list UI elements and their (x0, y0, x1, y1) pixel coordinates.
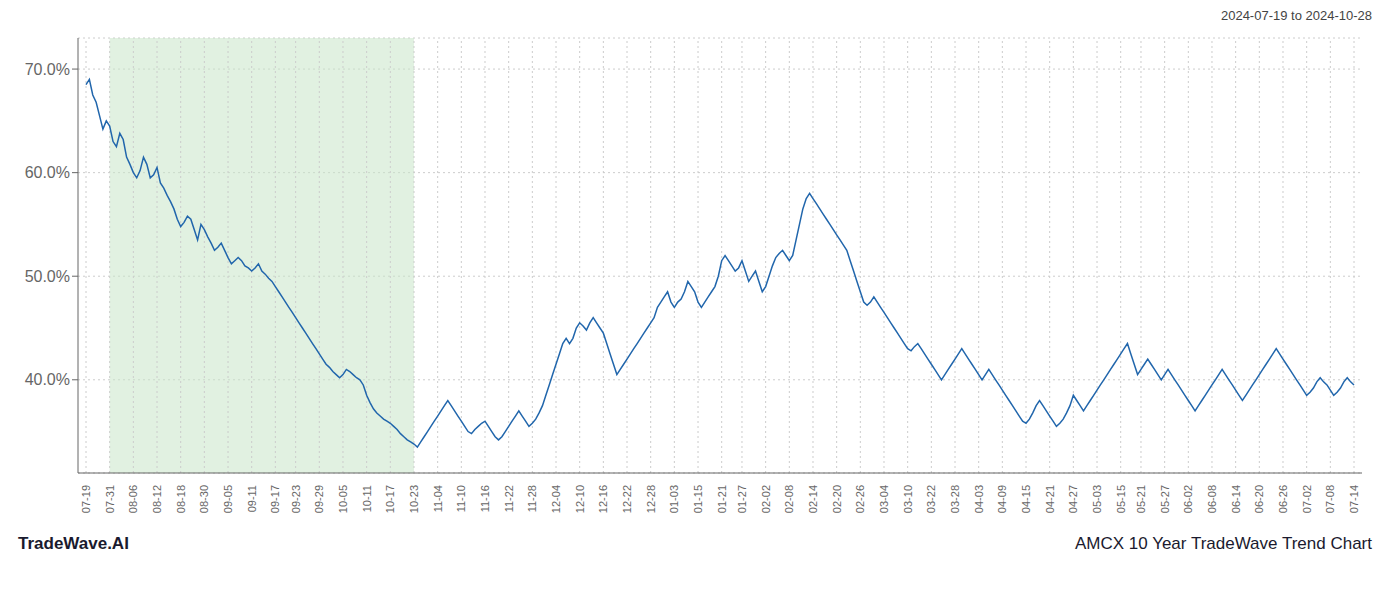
svg-text:05-27: 05-27 (1158, 485, 1170, 513)
svg-text:01-15: 01-15 (692, 485, 704, 513)
svg-text:04-15: 04-15 (1020, 485, 1032, 513)
svg-text:08-06: 08-06 (127, 485, 139, 513)
svg-text:06-26: 06-26 (1277, 485, 1289, 513)
svg-text:04-21: 04-21 (1044, 485, 1056, 513)
svg-text:11-16: 11-16 (479, 485, 491, 512)
svg-text:03-04: 03-04 (878, 485, 890, 513)
svg-text:02-08: 02-08 (783, 485, 795, 513)
svg-text:05-21: 05-21 (1135, 485, 1147, 513)
svg-text:02-14: 02-14 (807, 485, 819, 513)
svg-text:01-21: 01-21 (716, 485, 728, 513)
svg-text:12-10: 12-10 (574, 485, 586, 513)
svg-text:07-02: 07-02 (1301, 485, 1313, 513)
svg-text:06-20: 06-20 (1253, 485, 1265, 513)
html-text:AMCX 10 Year TradeWave Trend C: AMCX 10 Year TradeWave Trend Chart (1075, 534, 1372, 553)
svg-text:11-10: 11-10 (455, 485, 467, 512)
svg-text:12-16: 12-16 (597, 485, 609, 513)
svg-text:10-17: 10-17 (384, 485, 396, 513)
svg-text:03-10: 03-10 (902, 485, 914, 513)
html-text:TradeWave.AI: TradeWave.AI (18, 534, 129, 553)
svg-text:40.0%: 40.0% (25, 371, 70, 388)
svg-text:04-27: 04-27 (1067, 485, 1079, 513)
svg-text:07-08: 07-08 (1324, 485, 1336, 513)
svg-text:10-11: 10-11 (361, 485, 373, 512)
svg-text:08-30: 08-30 (198, 485, 210, 513)
svg-text:05-03: 05-03 (1091, 485, 1103, 513)
svg-text:11-28: 11-28 (526, 485, 538, 512)
svg-text:06-08: 06-08 (1206, 485, 1218, 513)
svg-text:08-12: 08-12 (151, 485, 163, 513)
svg-text:01-03: 01-03 (668, 485, 680, 513)
svg-text:11-22: 11-22 (503, 485, 515, 512)
svg-text:07-14: 07-14 (1348, 485, 1360, 513)
svg-text:10-23: 10-23 (408, 485, 420, 513)
svg-text:01-27: 01-27 (736, 485, 748, 513)
svg-text:12-22: 12-22 (621, 485, 633, 513)
svg-text:09-11: 09-11 (246, 485, 258, 512)
svg-text:02-20: 02-20 (831, 485, 843, 513)
svg-text:03-22: 03-22 (925, 485, 937, 513)
svg-text:06-02: 06-02 (1182, 485, 1194, 513)
svg-text:02-02: 02-02 (759, 485, 771, 513)
svg-text:06-14: 06-14 (1230, 485, 1242, 513)
svg-text:09-29: 09-29 (313, 485, 325, 513)
svg-text:60.0%: 60.0% (25, 164, 70, 181)
svg-text:12-04: 12-04 (550, 485, 562, 513)
svg-text:05-15: 05-15 (1115, 485, 1127, 513)
svg-text:12-28: 12-28 (645, 485, 657, 513)
svg-text:50.0%: 50.0% (25, 268, 70, 285)
svg-text:09-23: 09-23 (289, 485, 301, 513)
svg-text:04-09: 04-09 (996, 485, 1008, 513)
svg-text:70.0%: 70.0% (25, 61, 70, 78)
svg-text:08-18: 08-18 (175, 485, 187, 513)
svg-text:07-19: 07-19 (80, 485, 92, 513)
svg-text:09-17: 09-17 (269, 485, 281, 513)
svg-text:07-31: 07-31 (104, 485, 116, 513)
svg-text:11-04: 11-04 (432, 485, 444, 512)
html-text:2024-07-19 to 2024-10-28: 2024-07-19 to 2024-10-28 (1220, 8, 1372, 23)
svg-text:10-05: 10-05 (337, 485, 349, 513)
svg-text:04-03: 04-03 (973, 485, 985, 513)
svg-text:09-05: 09-05 (222, 485, 234, 513)
svg-text:02-26: 02-26 (854, 485, 866, 513)
svg-text:03-28: 03-28 (949, 485, 961, 513)
